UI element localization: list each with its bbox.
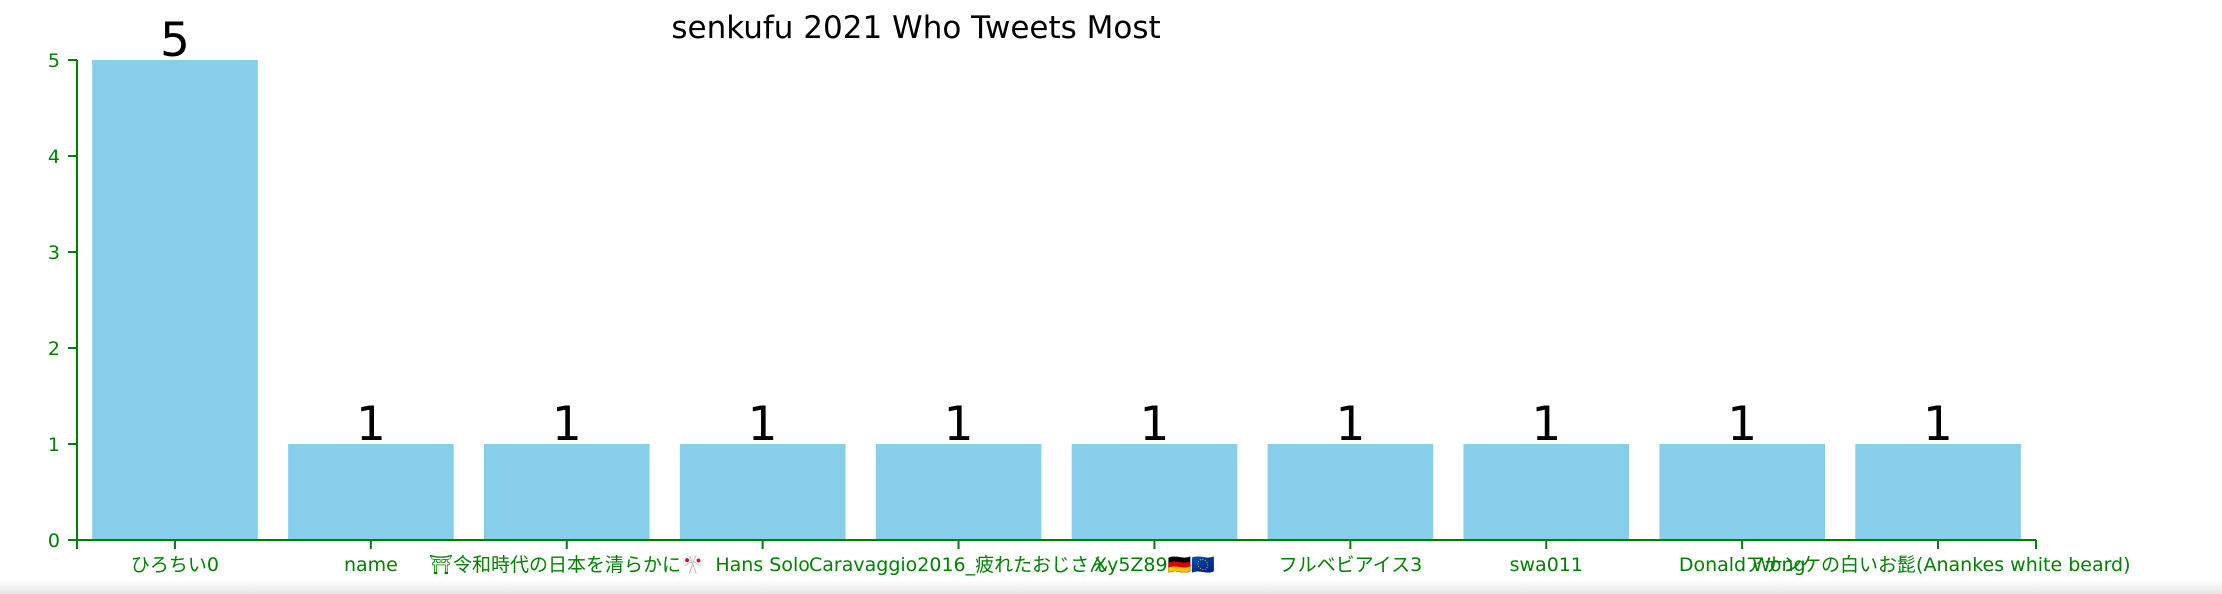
- x-tick-label: フルベビアイス3: [1279, 554, 1423, 576]
- x-tick-label: Caravaggio2016_疲れたおじさん: [809, 554, 1108, 576]
- bar-value-label: 1: [552, 397, 582, 452]
- bars-layer: [92, 60, 2021, 540]
- bar-value-label: 1: [1335, 397, 1365, 452]
- bar: [679, 444, 846, 540]
- bar-value-label: 1: [1727, 397, 1757, 452]
- bar: [1071, 444, 1238, 540]
- x-tick-label: アナンケの白いお髭(Anankes white beard): [1745, 554, 2130, 576]
- bar-value-label: 1: [944, 397, 974, 452]
- bar-value-label: 1: [1923, 397, 1953, 452]
- bar: [1267, 444, 1434, 540]
- bar-value-label: 1: [1531, 397, 1561, 452]
- chart-title: senkufu 2021 Who Tweets Most: [671, 10, 1160, 46]
- bar: [288, 444, 454, 540]
- y-axis: 0 1 2 3 4 5: [48, 50, 78, 552]
- x-tick-label: ⛩令和時代の日本を清らかに🎌: [429, 554, 705, 576]
- y-tick-label: 3: [48, 242, 60, 264]
- bar-value-label: 1: [356, 397, 386, 452]
- bar: [484, 444, 650, 540]
- bar: [875, 444, 1042, 540]
- y-tick-label: 1: [48, 434, 60, 456]
- x-tick-label: Xy5Z89🇩🇪🇪🇺: [1094, 554, 1215, 576]
- x-axis: ひろちい0 name ⛩令和時代の日本を清らかに🎌 Hans Solo Caravagg…: [76, 539, 2131, 576]
- bar: [92, 60, 258, 540]
- x-tick-label: Donald Wong: [1679, 554, 1806, 576]
- x-tick-label: name: [344, 554, 398, 576]
- bottom-shadow: [0, 580, 2222, 594]
- x-tick-label: swa011: [1510, 554, 1583, 576]
- bar: [1463, 444, 1630, 540]
- y-tick-label: 2: [48, 338, 60, 360]
- y-tick-label: 4: [48, 146, 60, 168]
- bar-value-label: 1: [1140, 397, 1170, 452]
- value-labels-layer: 5 1 1 1 1 1 1 1 1 1: [160, 13, 1953, 452]
- y-tick-label: 0: [48, 530, 60, 552]
- bar: [1855, 444, 2021, 540]
- x-tick-label: Hans Solo: [715, 554, 810, 576]
- y-tick-label: 5: [48, 50, 60, 72]
- bar: [1659, 444, 1825, 540]
- bar-value-label: 1: [748, 397, 778, 452]
- bar-value-label: 5: [160, 13, 190, 68]
- x-tick-label: ひろちい0: [131, 554, 219, 576]
